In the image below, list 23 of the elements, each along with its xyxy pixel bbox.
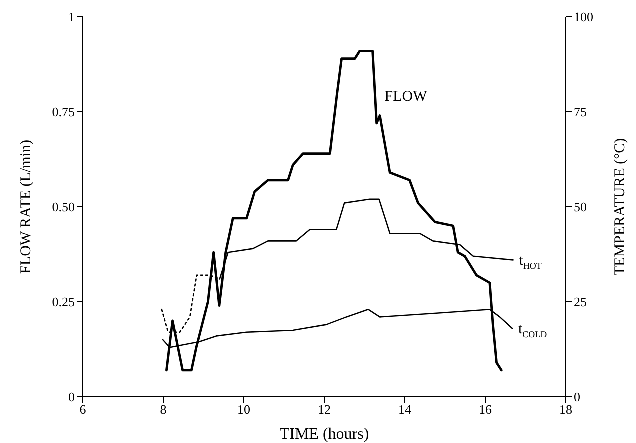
- series-label: t$_{COLD}$: [518, 322, 548, 340]
- y-axis-title: FLOW RATE (L/min): [18, 140, 34, 274]
- y-tick-label: 0.25: [52, 294, 75, 310]
- y2-tick-label: 50: [574, 200, 587, 215]
- y-tick-label: 0: [68, 390, 75, 405]
- x-tick-label: 8: [160, 402, 167, 418]
- y-tick-label: 1: [68, 10, 75, 25]
- series-label: t$_{HOT}$: [519, 253, 542, 271]
- y2-tick-label: 25: [574, 294, 587, 310]
- series-label: FLOW: [384, 89, 428, 106]
- x-tick-label: 16: [479, 402, 492, 418]
- x-tick-label: 6: [80, 402, 87, 418]
- y2-tick-label: 100: [574, 10, 594, 25]
- x-tick-label: 12: [318, 402, 331, 418]
- x-axis-title: TIME (hours): [280, 426, 370, 443]
- y2-tick-label: 0: [574, 390, 580, 405]
- y2-axis-title: TEMPERATURE (°C): [612, 138, 628, 276]
- x-tick-label: 18: [560, 402, 572, 418]
- y-tick-label: 0.75: [52, 104, 75, 120]
- y2-tick-label: 75: [574, 104, 587, 120]
- x-tick-label: 14: [398, 402, 412, 418]
- y-tick-label: 0.50: [52, 200, 75, 215]
- x-tick-label: 10: [238, 402, 250, 418]
